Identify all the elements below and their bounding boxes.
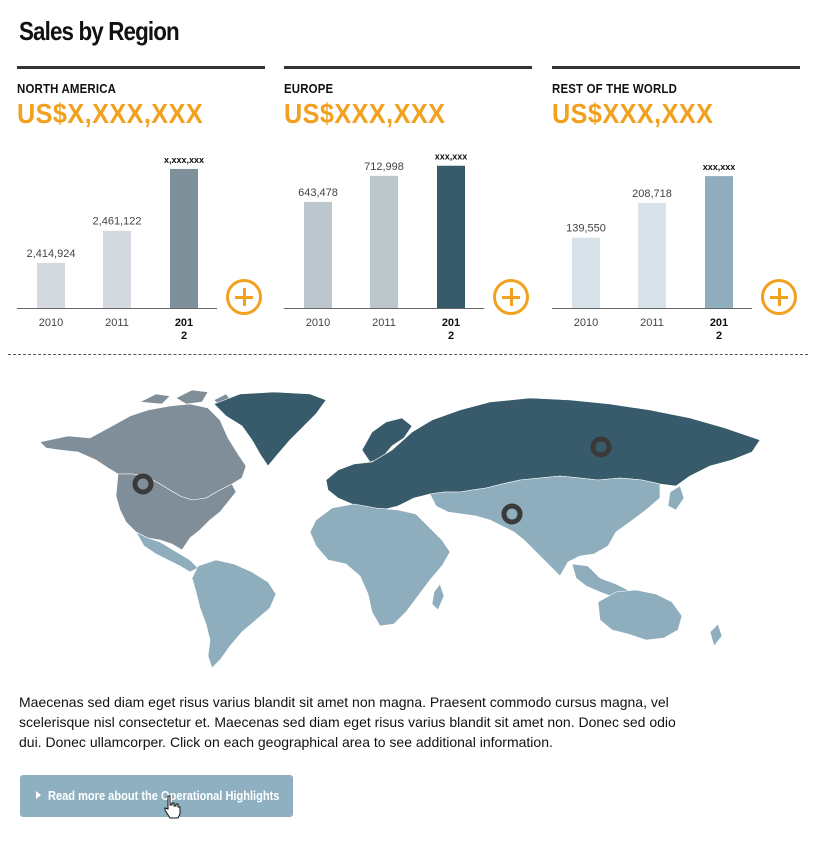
- region-rule: [552, 66, 800, 69]
- expand-north-america-button[interactable]: [226, 279, 262, 315]
- bar-1: [638, 202, 666, 308]
- x-tick-label-2: 201: [442, 317, 460, 329]
- data-label-2: xxx,xxx: [703, 162, 736, 172]
- region-europe: EUROPE US$XXX,XXX 643,478 2010 712,998 2011…: [284, 66, 534, 348]
- read-more-label: Read more about the Operational Highligh…: [48, 788, 280, 803]
- new-zealand-shape[interactable]: [709, 623, 723, 647]
- region-rule: [17, 66, 265, 69]
- bar-1: [103, 230, 131, 308]
- data-label-0: 2,414,924: [27, 248, 76, 260]
- region-amount: US$XXX,XXX: [284, 98, 446, 129]
- bar-0: [37, 262, 65, 308]
- australia-shape[interactable]: [597, 589, 683, 641]
- africa-shape[interactable]: [309, 503, 451, 627]
- region-amount: US$XXX,XXX: [552, 98, 714, 129]
- map-region-rest-of-world[interactable]: [135, 475, 723, 669]
- data-label-2: xxx,xxx: [435, 152, 468, 162]
- x-tick-label-1: 2011: [372, 317, 396, 329]
- data-label-1: 712,998: [364, 161, 404, 173]
- japan-shape[interactable]: [667, 485, 685, 511]
- region-rest-of-world: REST OF THE WORLD US$XXX,XXX 139,550 2010…: [552, 66, 802, 348]
- north-america-marker[interactable]: [132, 473, 154, 495]
- x-tick-label-0: 2010: [574, 317, 598, 329]
- bar-0: [304, 201, 332, 308]
- region-name: NORTH AMERICA: [17, 81, 117, 96]
- region-amount: US$X,XXX,XXX: [17, 98, 204, 129]
- bar-2: [437, 165, 465, 308]
- south-america-shape[interactable]: [191, 559, 277, 669]
- region-rule: [284, 66, 532, 69]
- x-tick-label-0: 2010: [39, 317, 63, 329]
- region-north-america: NORTH AMERICA US$X,XXX,XXX 2,414,924 2010…: [17, 66, 267, 348]
- x-tick-label-1: 2011: [640, 317, 664, 329]
- page-title: Sales by Region: [19, 16, 180, 46]
- region-name: REST OF THE WORLD: [552, 81, 678, 96]
- data-label-0: 139,550: [566, 223, 606, 235]
- section-divider: [8, 354, 808, 355]
- x-tick-label-0: 2010: [306, 317, 330, 329]
- expand-rest-of-world-button[interactable]: [761, 279, 797, 315]
- x-tick-label-2: 2: [181, 330, 187, 342]
- bar-2: [705, 176, 733, 308]
- hand-cursor-icon: [164, 795, 181, 819]
- bar-2: [170, 168, 198, 308]
- data-label-1: 2,461,122: [93, 216, 142, 228]
- asia-marker[interactable]: [501, 503, 523, 525]
- data-label-1: 208,718: [632, 188, 672, 200]
- x-tick-label-1: 2011: [105, 317, 129, 329]
- x-tick-label-2: 201: [710, 317, 728, 329]
- greenland-shape[interactable]: [213, 391, 327, 467]
- description-text: Maecenas sed diam eget risus varius blan…: [19, 694, 676, 750]
- read-more-button[interactable]: Read more about the Operational Highligh…: [20, 775, 293, 817]
- x-tick-label-2: 2: [448, 330, 454, 342]
- x-tick-label-2: 201: [175, 317, 193, 329]
- expand-europe-button[interactable]: [493, 279, 529, 315]
- play-arrow-icon: [36, 791, 41, 799]
- madagascar-shape[interactable]: [431, 583, 445, 611]
- bar-1: [370, 175, 398, 308]
- world-map: [39, 389, 761, 669]
- map-region-north-america[interactable]: [39, 389, 247, 551]
- bar-0: [572, 237, 600, 308]
- data-label-0: 643,478: [298, 187, 338, 199]
- asia-shape[interactable]: [429, 475, 661, 577]
- region-name: EUROPE: [284, 81, 334, 96]
- data-label-2: x,xxx,xxx: [164, 155, 204, 165]
- europe-marker[interactable]: [590, 436, 612, 458]
- x-tick-label-2: 2: [716, 330, 722, 342]
